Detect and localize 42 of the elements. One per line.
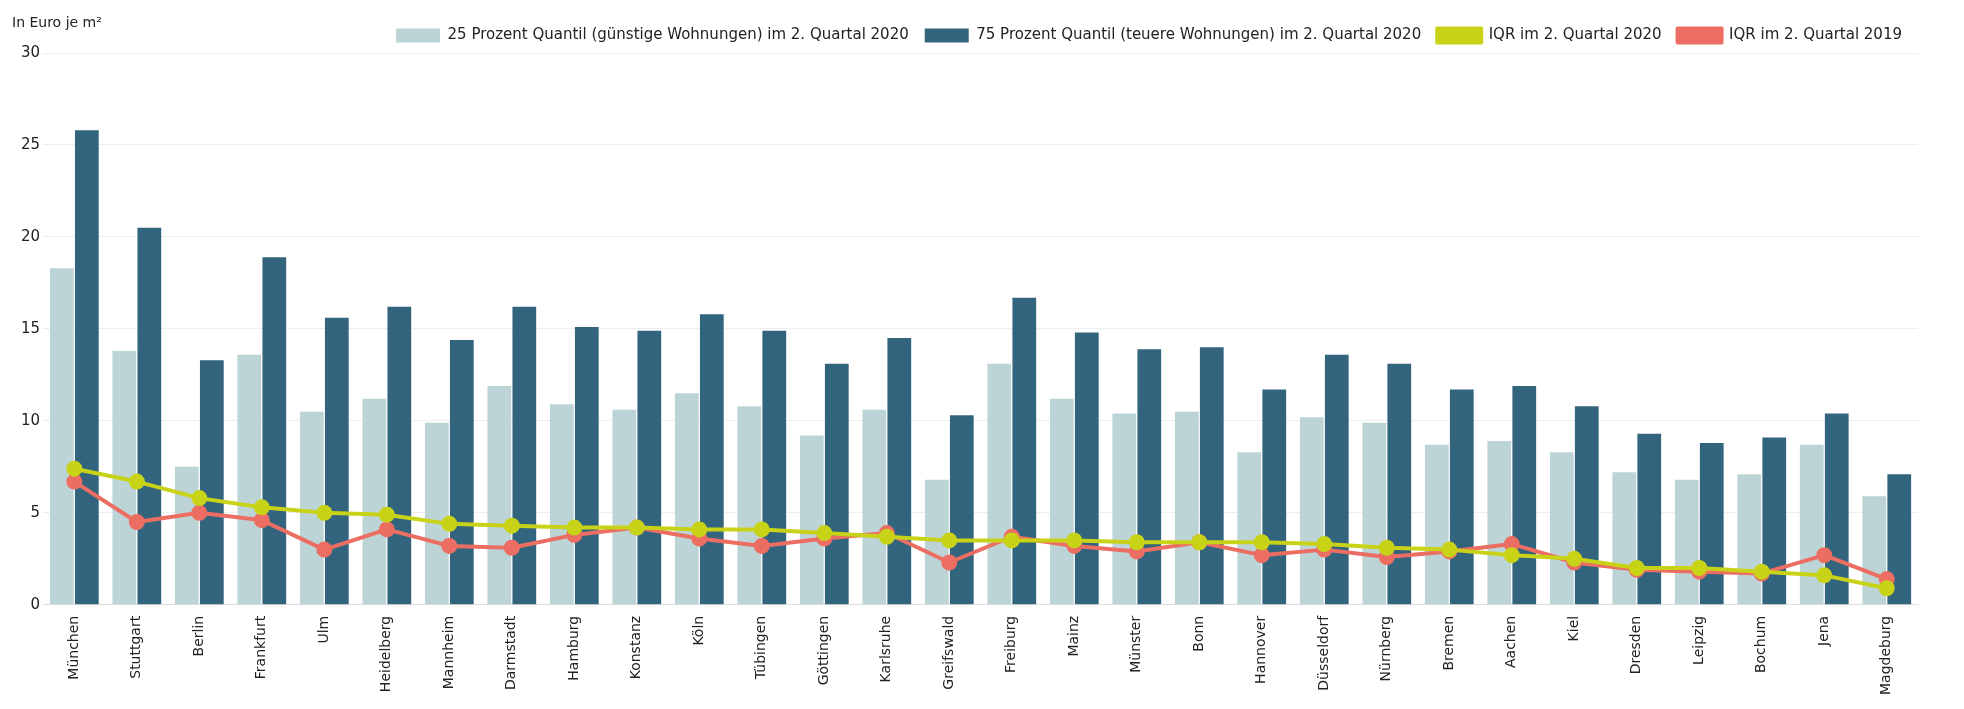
y-tick-label: 5 (30, 502, 41, 521)
legend-label: 75 Prozent Quantil (teuere Wohnungen) im 2. Quartal 2020 (976, 25, 1422, 44)
y-tick-label: 30 (20, 42, 41, 61)
x-tick-label: Hannover (1252, 615, 1269, 684)
y-tick-label: 0 (30, 594, 41, 613)
x-tick-label: München (64, 615, 81, 680)
x-tick-label: Bonn (1189, 615, 1206, 652)
x-tick-label: Tübingen (752, 615, 769, 681)
y-tick-label: 10 (20, 410, 41, 429)
legend-label: IQR im 2. Quartal 2019 (1729, 25, 1902, 44)
x-tick-label: Konstanz (627, 615, 644, 680)
x-tick-label: Nürnberg (1377, 615, 1394, 682)
x-tick-label: Magdeburg (1877, 615, 1894, 695)
x-tick-label: Frankfurt (252, 615, 269, 680)
x-tick-label: Kiel (1564, 615, 1581, 642)
x-tick-label: Münster (1127, 615, 1144, 673)
y-tick-label: 25 (20, 134, 41, 153)
x-tick-label: Freiburg (1002, 615, 1019, 673)
y-tick-label: 20 (20, 226, 41, 245)
x-tick-label: Greifswald (939, 615, 956, 690)
x-tick-label: Dresden (1627, 615, 1644, 675)
x-tick-label: Heidelberg (377, 615, 394, 693)
x-tick-label: Berlin (189, 615, 206, 657)
x-tick-label: Aachen (1502, 615, 1519, 669)
y-tick-label: 15 (20, 318, 41, 337)
x-tick-label: Bochum (1752, 615, 1769, 674)
x-tick-label: Mainz (1064, 615, 1081, 657)
x-tick-label: Köln (689, 615, 706, 646)
x-tick-label: Bremen (1439, 615, 1456, 671)
x-tick-label: Leipzig (1689, 615, 1706, 665)
x-tick-label: Ulm (314, 615, 331, 644)
x-tick-label: Darmstadt (502, 615, 519, 691)
x-tick-label: Karlsruhe (877, 615, 894, 683)
legend-label: 25 Prozent Quantil (günstige Wohnungen) im 2. Quartal 2020 (447, 25, 909, 44)
x-tick-label: Hamburg (564, 615, 581, 681)
legend-label: IQR im 2. Quartal 2020 (1488, 25, 1662, 44)
x-tick-label: Mannheim (439, 615, 456, 690)
x-tick-label: Stuttgart (127, 615, 144, 679)
x-tick-label: Düsseldorf (1314, 614, 1331, 691)
y-axis-title: In Euro je m² (12, 13, 102, 30)
x-tick-label: Jena (1814, 615, 1831, 647)
x-tick-label: Göttingen (814, 615, 831, 686)
